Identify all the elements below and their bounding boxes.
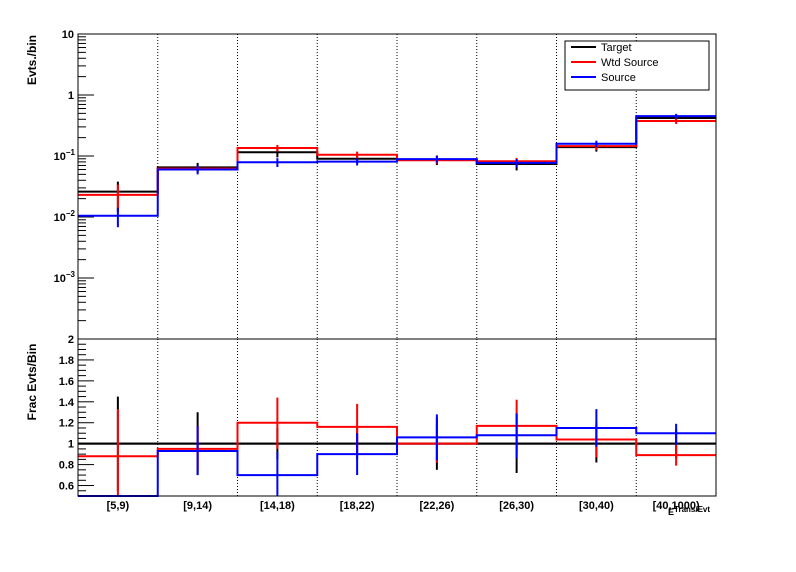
bottom-y-tick-label: 1.8: [59, 355, 74, 367]
legend: Target Wtd Source Source: [564, 40, 710, 91]
top-y-tick-exponent: −1: [66, 148, 76, 157]
x-category-label: [40,1000): [653, 500, 700, 512]
x-category-label: [9,14): [183, 500, 212, 512]
legend-entry-target: Target: [571, 42, 632, 54]
x-axis-label-main: E: [668, 507, 674, 517]
bottom-panel: 0.6 0.8 1 1.2 1.4 1.6 1.8 2 Frac Evts/Bin [5,9)…: [25, 334, 717, 517]
x-category-label: [5,9): [107, 500, 130, 512]
top-y-tick-base: 10: [54, 212, 66, 224]
bottom-vertical-grid: [157, 339, 637, 496]
legend-box: [564, 40, 710, 91]
legend-label-source: Source: [601, 72, 636, 84]
x-category-label: [22,26): [419, 500, 454, 512]
x-category-label: [30,40): [579, 500, 614, 512]
legend-label-wtd-source: Wtd Source: [601, 57, 658, 69]
legend-label-target: Target: [601, 42, 632, 54]
x-axis-label: ETrans/Evt: [668, 505, 710, 517]
top-y-tick-label: 10−2: [54, 209, 76, 224]
top-series-source: [78, 113, 716, 228]
legend-entry-wtd-source: Wtd Source: [571, 57, 658, 69]
bottom-series-source: [78, 409, 716, 497]
bottom-y-tick-label: 1.6: [59, 376, 74, 388]
x-category-label: [18,22): [340, 500, 375, 512]
top-y-tick-base: 10: [54, 151, 66, 163]
bottom-y-axis-ticks: 0.6 0.8 1 1.2 1.4 1.6 1.8 2: [59, 334, 94, 497]
x-category-label: [14,18): [260, 500, 295, 512]
top-y-axis-label: Evts./bin: [25, 35, 39, 85]
top-y-tick-base: 10: [54, 273, 66, 285]
bottom-plot-frame: [77, 338, 717, 497]
top-y-tick-label: 10−1: [54, 148, 76, 163]
bottom-y-tick-label: 0.8: [59, 460, 74, 472]
top-y-tick-label: 10−3: [54, 270, 76, 285]
top-y-tick-label: 10: [62, 29, 74, 41]
x-axis-label-sub: Trans/Evt: [674, 505, 710, 514]
legend-entry-source: Source: [571, 72, 636, 84]
top-y-tick-exponent: −2: [66, 209, 76, 218]
bottom-y-tick-label: 2: [68, 334, 74, 346]
bottom-y-tick-label: 1.4: [59, 397, 75, 409]
bottom-series-layer: [78, 396, 716, 497]
bottom-y-axis-label: Frac Evts/Bin: [25, 344, 39, 421]
x-axis-category-labels: [5,9) [9,14) [14,18) [18,22) [22,26) [26,30) […: [107, 500, 700, 512]
top-y-tick-label: 1: [68, 90, 74, 102]
bottom-y-tick-label: 1: [68, 439, 74, 451]
x-category-label: [26,30): [499, 500, 534, 512]
top-series-layer: [78, 113, 716, 228]
bottom-y-tick-label: 0.6: [59, 481, 74, 493]
top-y-tick-exponent: −3: [66, 270, 76, 279]
bottom-y-tick-label: 1.2: [59, 418, 74, 430]
